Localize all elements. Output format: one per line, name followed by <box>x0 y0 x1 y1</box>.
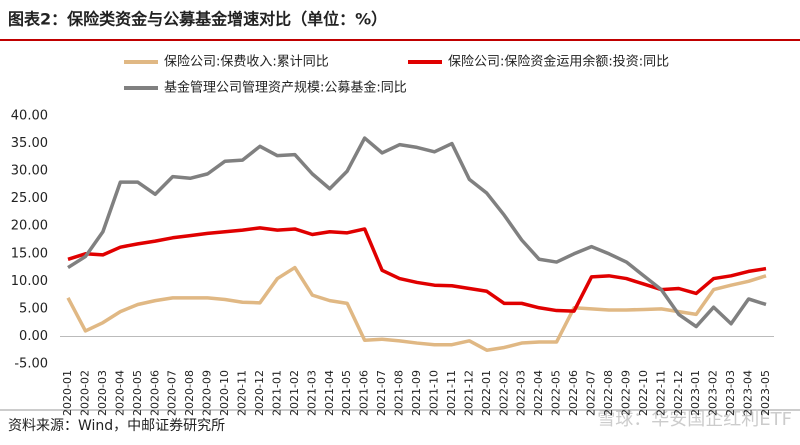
x-tick-label: 2021-01 <box>270 370 283 416</box>
x-tick-label: 2022-02 <box>497 370 510 416</box>
x-tick-label: 2022-11 <box>654 370 667 416</box>
y-tick-label: 25.00 <box>11 191 48 206</box>
x-tick-label: 2022-03 <box>515 370 528 416</box>
chart-title: 图表2：保险类资金与公募基金增速对比（单位：%） <box>8 10 387 29</box>
legend-label: 保险公司:保费收入:累计同比 <box>164 55 329 70</box>
x-tick-label: 2020-01 <box>61 370 74 416</box>
y-tick-label: 35.00 <box>11 136 48 151</box>
x-tick-label: 2021-02 <box>288 370 301 416</box>
y-tick-label: -5.00 <box>14 357 48 372</box>
x-tick-label: 2022-06 <box>567 370 580 416</box>
x-tick-label: 2021-06 <box>358 370 371 416</box>
x-tick-label: 2023-03 <box>724 370 737 416</box>
x-tick-label: 2020-07 <box>166 370 179 416</box>
x-tick-label: 2022-08 <box>602 370 615 416</box>
watermark: 雪球：华安国企红利ETF <box>597 409 792 430</box>
x-tick-label: 2023-05 <box>759 370 772 416</box>
series-line <box>66 265 767 352</box>
x-tick-label: 2022-05 <box>550 370 563 416</box>
y-tick-label: 5.00 <box>19 301 48 316</box>
x-tick-label: 2022-12 <box>672 370 685 416</box>
x-tick-label: 2022-01 <box>480 370 493 416</box>
x-tick-label: 2020-11 <box>236 370 249 416</box>
series-line <box>67 226 767 313</box>
x-tick-label: 2020-02 <box>78 370 91 416</box>
x-tick-label: 2023-02 <box>707 370 720 416</box>
x-tick-label: 2021-10 <box>427 370 440 416</box>
x-tick-label: 2023-04 <box>742 370 755 416</box>
x-tick-label: 2020-12 <box>253 370 266 416</box>
x-tick-label: 2021-12 <box>462 370 475 416</box>
x-tick-label: 2020-08 <box>183 370 196 416</box>
x-tick-label: 2021-07 <box>375 370 388 416</box>
legend-label: 保险公司:保险资金运用余额:投资:同比 <box>448 54 669 70</box>
source-note: 资料来源：Wind，中邮证券研究所 <box>8 418 225 434</box>
y-tick-label: 20.00 <box>11 219 48 234</box>
x-tick-label: 2023-01 <box>689 370 702 416</box>
x-tick-label: 2022-09 <box>619 370 632 416</box>
x-tick-label: 2021-03 <box>305 370 318 416</box>
y-tick-label: 40.00 <box>11 109 48 124</box>
x-tick-label: 2022-07 <box>585 370 598 416</box>
x-tick-label: 2020-05 <box>131 370 144 416</box>
x-tick-label: 2020-09 <box>201 370 214 416</box>
x-tick-label: 2021-08 <box>393 370 406 416</box>
x-tick-label: 2022-10 <box>637 370 650 416</box>
x-tick-label: 2020-04 <box>113 370 126 416</box>
x-tick-label: 2020-06 <box>148 370 161 416</box>
x-tick-label: 2021-05 <box>340 370 353 416</box>
x-tick-label: 2021-09 <box>410 370 423 416</box>
y-tick-label: 15.00 <box>11 246 48 261</box>
x-tick-label: 2021-04 <box>323 370 336 416</box>
series-line <box>67 136 767 329</box>
y-tick-label: 0.00 <box>19 329 48 344</box>
y-tick-label: 10.00 <box>11 274 48 289</box>
x-tick-label: 2022-04 <box>532 370 545 416</box>
x-tick-label: 2020-10 <box>218 370 231 416</box>
x-tick-label: 2021-11 <box>445 370 458 416</box>
legend-label: 基金管理公司管理资产规模:公募基金:同比 <box>164 80 407 96</box>
x-tick-label: 2020-03 <box>96 370 109 416</box>
y-tick-label: 30.00 <box>11 164 48 179</box>
